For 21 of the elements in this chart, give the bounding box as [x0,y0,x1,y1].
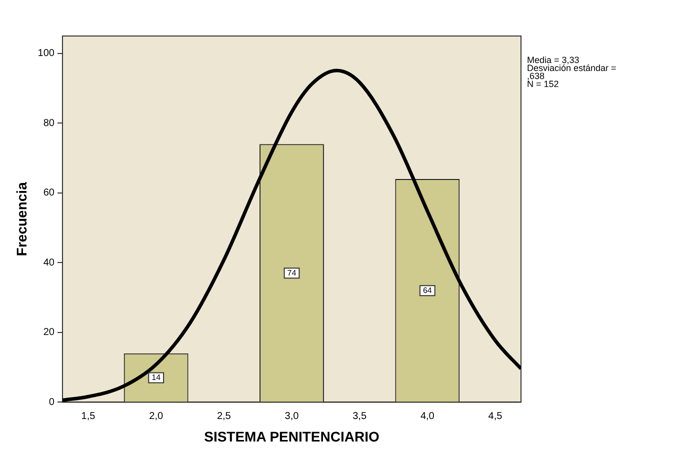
text: Media = 3,33 [527,55,580,65]
x-tick-label: 3,5 [352,410,367,422]
x-tick-label: 1,5 [81,410,96,422]
y-tick-label: 20 [43,327,55,338]
y-tick-label: 40 [43,257,55,268]
y-axis-title: Frecuencia [13,182,30,256]
data-label: 64 [422,286,432,295]
y-tick-label: 100 [38,48,55,60]
x-tick-label: 4,5 [488,410,503,422]
y-tick-label: 0 [48,396,55,408]
x-tick-label: 2,5 [216,410,232,422]
x-axis-title: SISTEMA PENITENCIARIO [204,428,380,444]
text: Desviación estándar = ,638 [527,63,618,81]
y-tick-label: 80 [43,118,55,129]
x-tick-label: 4,0 [420,410,435,422]
data-label: 14 [152,372,162,382]
data-label: 74 [287,268,297,278]
x-tick-label: 2,0 [149,410,164,422]
y-tick-label: 60 [43,188,55,199]
x-tick-label: 3,0 [284,410,300,422]
text: N = 152 [527,79,560,89]
